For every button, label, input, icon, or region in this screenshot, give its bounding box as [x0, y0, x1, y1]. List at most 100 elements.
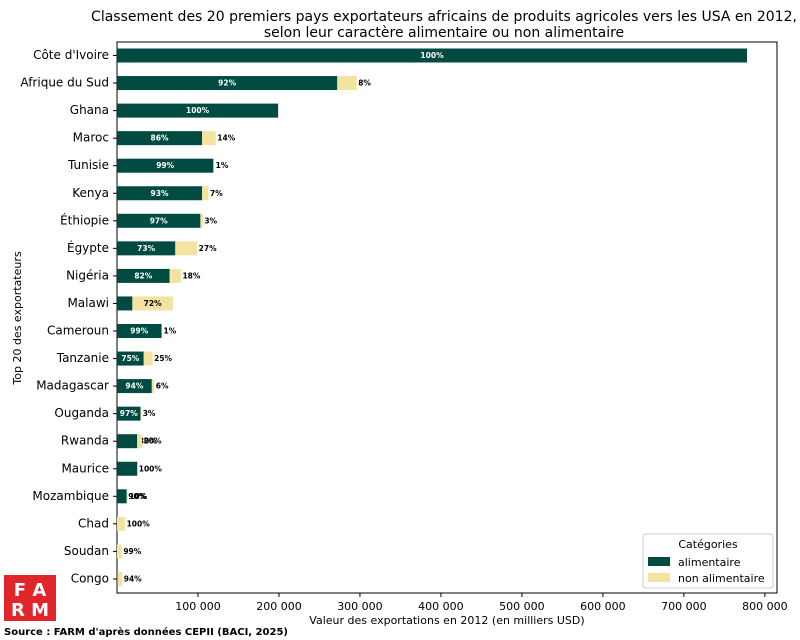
- category-label-cote-d-ivoire: Côte d'Ivoire: [33, 48, 109, 62]
- x-tick-label: 700 000: [661, 600, 707, 613]
- category-label-soudan: Soudan: [64, 544, 109, 558]
- bar-value-label: 100%: [186, 106, 210, 115]
- x-tick-label: 300 000: [337, 600, 383, 613]
- bar-non-alimentaire-kenya: [202, 186, 209, 201]
- x-tick-label: 100 000: [175, 600, 221, 613]
- legend-swatch-non-alimentaire: [648, 573, 670, 582]
- bar-non-alimentaire-maroc: [202, 131, 216, 146]
- bar-value-label: 93%: [151, 189, 169, 198]
- bar-non-alimentaire-egypte: [175, 241, 198, 256]
- bar-non-alimentaire-malawi: [132, 296, 173, 311]
- bar-non-alimentaire-mozambique: [126, 489, 128, 504]
- bar-value-label: 99%: [130, 327, 148, 336]
- bar-alimentaire-afrique-du-sud: [117, 76, 338, 91]
- bar-value-label: 100%: [127, 519, 151, 528]
- category-labels: Côte d'Ivoire Afrique du Sud Ghana Maroc Tun…: [20, 48, 117, 585]
- bar-alimentaire-maurice: [117, 461, 138, 476]
- bar-value-label: 100%: [139, 464, 163, 473]
- bar-value-label: 72%: [144, 299, 162, 308]
- plot-area: [116, 41, 778, 594]
- bar-non-alimentaire-rwanda: [137, 434, 143, 449]
- bar-value-label: 25%: [154, 354, 172, 363]
- bar-value-label: 18%: [182, 271, 200, 280]
- bar-value-label: 3%: [143, 409, 156, 418]
- bar-value-label: 100%: [420, 51, 444, 60]
- chart-subtitle: selon leur caractère alimentaire ou non …: [264, 25, 624, 41]
- bar-value-label: 20%: [144, 437, 162, 446]
- bar-value-label: 99%: [123, 547, 141, 556]
- category-label-tanzanie: Tanzanie: [56, 351, 109, 365]
- x-tick-label: 800 000: [742, 600, 788, 613]
- bar-alimentaire-tanzanie: [117, 351, 144, 366]
- bar-value-label: 6%: [156, 382, 169, 391]
- bar-non-alimentaire-ethiopie: [200, 213, 203, 228]
- source-note: Source : FARM d'après données CEPII (BAC…: [4, 626, 288, 638]
- bar-alimentaire-tunisie: [117, 158, 214, 173]
- bar-alimentaire-madagascar: [117, 379, 152, 394]
- bar-non-alimentaire-congo: [117, 571, 123, 586]
- bar-non-alimentaire-chad: [117, 516, 126, 531]
- bars-group: 100% 92% 8% 100% 86% 14% 99% 1% 93% 7% 97% 3% 73% 27%…: [117, 48, 748, 586]
- legend-label-alimentaire: alimentaire: [678, 556, 741, 569]
- bar-non-alimentaire-afrique-du-sud: [337, 76, 357, 91]
- bar-alimentaire-maroc: [117, 131, 203, 146]
- legend-swatch-alimentaire: [648, 557, 670, 566]
- logo-line-1: F A: [14, 580, 47, 601]
- bar-alimentaire-ethiopie: [117, 213, 201, 228]
- bar-value-label: 92%: [218, 79, 236, 88]
- category-label-cameroun: Cameroun: [47, 324, 109, 338]
- bar-non-alimentaire-ouganda: [140, 406, 142, 421]
- category-label-kenya: Kenya: [72, 186, 109, 200]
- bar-alimentaire-egypte: [117, 241, 176, 256]
- bar-non-alimentaire-nigeria: [169, 268, 181, 283]
- x-axis-label: Valeur des exportations en 2012 (en mill…: [309, 614, 584, 627]
- bar-value-label: 86%: [151, 134, 169, 143]
- bar-alimentaire-ouganda: [117, 406, 141, 421]
- category-label-egypte: Égypte: [67, 240, 109, 255]
- bar-alimentaire-ghana: [117, 103, 279, 118]
- legend: Catégories alimentaire non alimentaire: [642, 533, 774, 589]
- category-label-maurice: Maurice: [61, 461, 109, 475]
- legend-label-non-alimentaire: non alimentaire: [678, 572, 765, 585]
- category-label-congo: Congo: [71, 571, 109, 585]
- legend-box: [642, 533, 774, 589]
- bar-alimentaire-rwanda: [117, 434, 138, 449]
- bar-non-alimentaire-tanzanie: [143, 351, 153, 366]
- category-label-chad: Chad: [78, 516, 109, 530]
- category-label-nigeria: Nigéria: [66, 268, 109, 282]
- bar-non-alimentaire-soudan: [117, 544, 122, 559]
- x-tick-label: 200 000: [256, 600, 302, 613]
- category-label-rwanda: Rwanda: [61, 434, 109, 448]
- chart-title: Classement des 20 premiers pays exportat…: [91, 9, 797, 25]
- bar-value-label: 10%: [129, 492, 147, 501]
- bar-alimentaire-mozambique: [117, 489, 127, 504]
- category-label-ouganda: Ouganda: [54, 406, 109, 420]
- bar-non-alimentaire-tunisie: [213, 158, 215, 173]
- x-tick-label: 600 000: [580, 600, 626, 613]
- category-label-mozambique: Mozambique: [32, 489, 109, 503]
- bar-value-label: 1%: [164, 327, 177, 336]
- x-tick-label: 500 000: [499, 600, 545, 613]
- bar-value-label: 8%: [358, 79, 371, 88]
- bar-value-label: 14%: [217, 134, 235, 143]
- bar-value-label: 94%: [125, 382, 143, 391]
- category-label-maroc: Maroc: [73, 131, 109, 145]
- legend-title: Catégories: [678, 538, 738, 551]
- plot-frame: [116, 41, 778, 594]
- bar-alimentaire-kenya: [117, 186, 203, 201]
- bar-value-label: 97%: [120, 409, 138, 418]
- category-label-ghana: Ghana: [70, 103, 109, 117]
- logo-background: [4, 575, 56, 621]
- farm-logo: F A R M: [4, 575, 56, 621]
- category-label-afrique-du-sud: Afrique du Sud: [20, 76, 109, 90]
- bar-alimentaire-cameroun: [117, 324, 162, 338]
- bar-value-label: 94%: [124, 574, 142, 583]
- category-label-ethiopie: Éthiopie: [60, 212, 109, 227]
- category-label-tunisie: Tunisie: [67, 158, 109, 172]
- bar-value-label: 99%: [156, 161, 174, 170]
- x-axis-ticks: 100 000 200 000 300 000 400 000 500 000 600 0…: [175, 593, 788, 613]
- bar-value-label: 97%: [150, 216, 168, 225]
- bar-alimentaire-malawi: [117, 296, 133, 311]
- bar-value-label: 1%: [216, 161, 229, 170]
